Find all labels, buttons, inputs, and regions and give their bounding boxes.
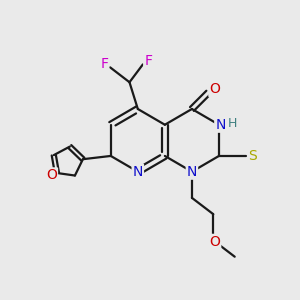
Text: N: N [187,165,197,179]
Text: F: F [100,57,108,71]
Text: F: F [144,54,152,68]
Text: N: N [215,118,226,132]
Text: O: O [46,168,57,182]
Text: O: O [209,82,220,96]
Text: S: S [248,149,257,163]
Text: N: N [133,165,143,179]
Text: O: O [209,235,220,249]
Text: H: H [228,117,237,130]
